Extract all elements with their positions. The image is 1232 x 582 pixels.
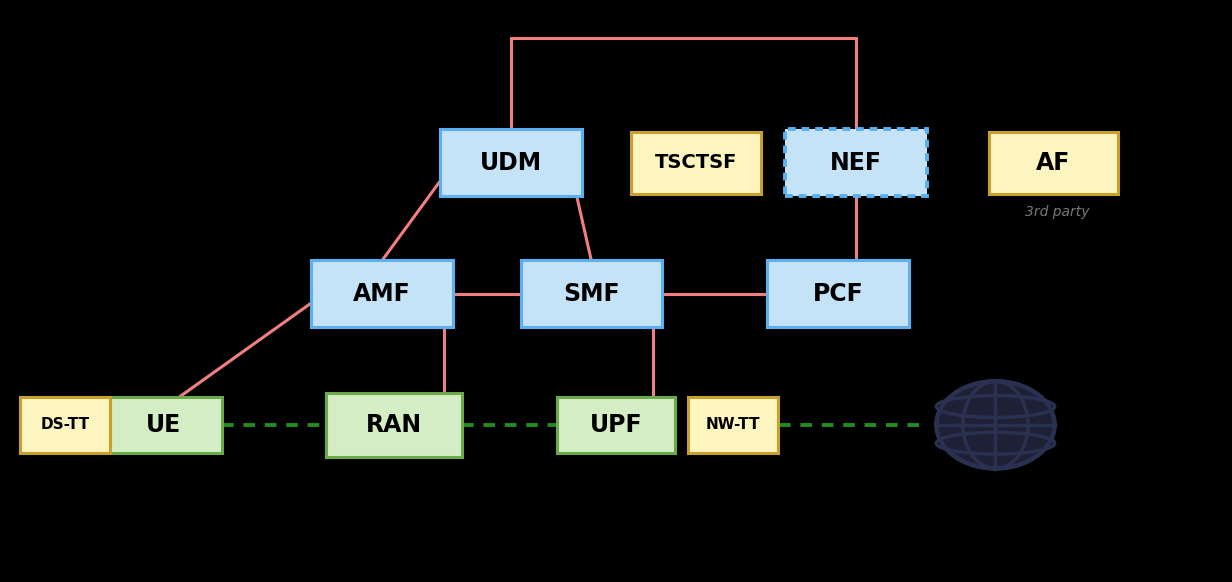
- FancyBboxPatch shape: [20, 397, 111, 453]
- Text: PCF: PCF: [812, 282, 864, 306]
- Text: NW-TT: NW-TT: [706, 417, 760, 432]
- Text: AF: AF: [1036, 151, 1071, 175]
- FancyBboxPatch shape: [766, 261, 909, 327]
- Bar: [786, 130, 926, 197]
- Text: NEF: NEF: [830, 151, 882, 175]
- FancyBboxPatch shape: [326, 393, 462, 457]
- FancyBboxPatch shape: [687, 397, 779, 453]
- FancyBboxPatch shape: [310, 261, 453, 327]
- FancyBboxPatch shape: [786, 130, 926, 197]
- Text: TSCTSF: TSCTSF: [655, 154, 737, 172]
- Ellipse shape: [936, 381, 1055, 469]
- Text: UDM: UDM: [480, 151, 542, 175]
- FancyBboxPatch shape: [558, 397, 675, 453]
- FancyBboxPatch shape: [520, 261, 663, 327]
- FancyBboxPatch shape: [988, 133, 1119, 193]
- Text: AMF: AMF: [354, 282, 410, 306]
- FancyBboxPatch shape: [441, 130, 583, 197]
- Text: SMF: SMF: [563, 282, 620, 306]
- FancyBboxPatch shape: [106, 397, 223, 453]
- Text: UE: UE: [147, 413, 181, 437]
- Text: DS-TT: DS-TT: [41, 417, 90, 432]
- FancyBboxPatch shape: [632, 133, 760, 193]
- Text: 3rd party: 3rd party: [1025, 205, 1089, 219]
- Text: RAN: RAN: [366, 413, 423, 437]
- Text: UPF: UPF: [590, 413, 642, 437]
